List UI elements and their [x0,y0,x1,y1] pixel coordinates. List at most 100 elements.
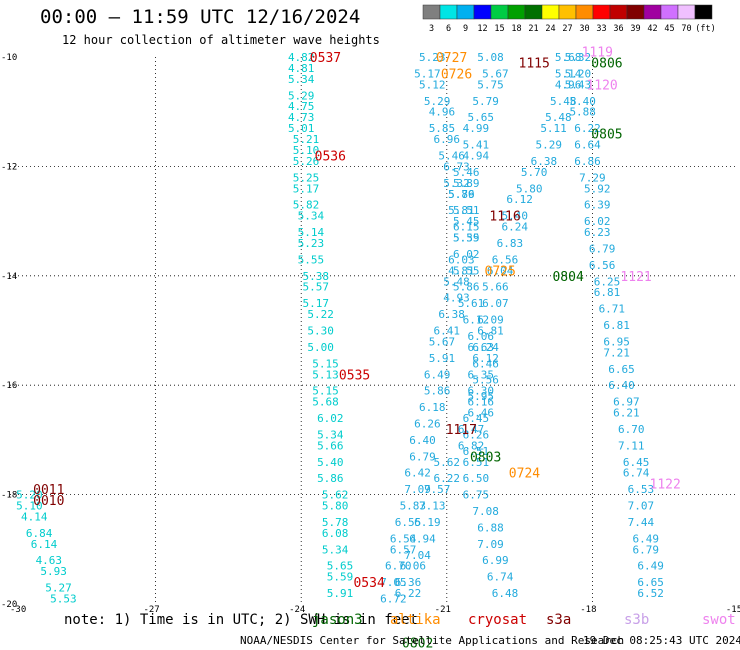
swh-value-label: 6.02 [453,248,480,261]
swh-value-label: 4.96 [555,78,582,91]
swh-value-label: 7.09 [477,538,504,551]
swh-value-label: 5.48 [545,111,572,124]
swh-value-label: 5.65 [468,111,495,124]
swh-value-label: 6.46 [472,357,499,370]
pass-time-label: 0011 [33,483,64,498]
swh-value-label: 6.51 [463,456,490,469]
colorbar-label: (ft) [695,24,715,34]
y-tick-label: -20 [1,600,17,610]
colorbar-label: 12 [477,24,487,34]
colorbar-label: 24 [545,24,555,34]
pass-time-label: 1121 [620,270,651,285]
swh-value-label: 5.21 [293,133,320,146]
swh-value-label: 5.89 [453,177,480,190]
swh-value-label: 6.46 [468,407,495,420]
colorbar-label: 27 [562,24,572,34]
swh-value-label: 4.63 [36,554,63,567]
swh-value-label: 5.29 [424,95,451,108]
swh-value-label: 7.29 [579,171,606,184]
swh-value-label: 6.97 [613,396,640,409]
swh-value-label: 5.79 [472,95,499,108]
swh-value-label: 5.68 [555,51,582,64]
colorbar-swatch [660,4,679,20]
swh-value-label: 7.44 [628,516,655,529]
swh-value-label: 6.65 [637,576,664,589]
swh-value-label: 5.83 [400,500,427,513]
swh-value-label: 4.75 [288,100,315,113]
swh-value-label: 5.85 [429,122,456,135]
swh-value-label: 6.47 [458,423,485,436]
swh-value-label: 6.39 [584,199,611,212]
swh-value-label: 6.06 [400,560,427,573]
swh-value-label: 5.00 [307,341,334,354]
swh-value-label: 5.91 [327,587,354,600]
swh-value-label: 5.65 [327,560,354,573]
swh-value-label: 5.80 [322,500,349,513]
swh-value-label: 6.79 [633,543,660,556]
swh-value-label: 5.62 [434,456,461,469]
colorbar-swatch [507,4,526,20]
swh-value-label: 5.93 [40,565,67,578]
pass-time-label: 0537 [310,51,341,66]
swh-value-label: 6.25 [594,275,621,288]
swh-value-label: 4.96 [429,106,456,119]
swh-value-label: 5.57 [303,281,330,294]
swh-value-label: 6.48 [492,587,519,600]
swh-value-label: 6.70 [618,423,645,436]
colorbar-label: 9 [463,24,468,34]
swh-value-label: 5.48 [550,95,577,108]
swh-value-label: 6.79 [409,450,436,463]
colorbar-swatch [677,4,696,20]
swh-value-label: 5.55 [298,253,325,266]
data-layer: 4.824.815.345.294.754.735.015.215.105.26… [16,46,681,650]
colorbar-label: 15 [494,24,504,34]
x-tick-label: -18 [580,605,596,615]
swh-value-label: 6.12 [463,314,490,327]
swh-value-label: 5.32 [565,51,592,64]
swh-value-label: 6.21 [613,407,640,420]
swh-value-label: 5.62 [322,489,349,502]
colorbar-swatch [473,4,492,20]
swh-value-label: 5.34 [317,428,344,441]
swh-value-label: 6.12 [472,352,499,365]
swh-value-label: 6.26 [414,417,441,430]
swh-value-label: 7.11 [618,439,645,452]
swh-value-label: 5.40 [569,95,596,108]
swh-value-label: 5.11 [540,122,567,135]
pass-time-label: 0536 [315,149,346,164]
swh-value-label: 5.59 [327,571,354,584]
swh-value-label: 5.30 [307,325,334,338]
swh-value-label: 6.12 [506,193,533,206]
swh-value-label: 5.48 [443,275,470,288]
swh-value-label: 6.88 [477,521,504,534]
swh-value-label: 4.81 [288,62,315,75]
swh-value-label: 4.81 [448,264,475,277]
colorbar-swatch [524,4,543,20]
pass-time-label: 1116 [489,210,520,225]
swh-value-label: 5.56 [472,374,499,387]
pass-time-label: 0802 [402,636,433,650]
swh-value-label: 5.61 [458,297,485,310]
swh-value-label: 5.15 [312,357,339,370]
swh-value-label: 7.57 [424,483,451,496]
swh-value-label: 4.82 [288,51,315,64]
swh-value-label: 6.56 [492,253,519,266]
swh-value-label: 5.23 [298,237,325,250]
grid [10,57,738,604]
swh-value-label: 6.57 [390,543,417,556]
colorbar-swatch [422,4,441,20]
legend-note: note: 1) Time is in UTC; 2) SWH is in fe… [64,612,419,628]
swh-value-label: 5.82 [293,199,320,212]
y-tick-label: -16 [1,381,17,391]
swh-value-label: 4.14 [21,510,48,523]
colorbar-swatch [541,4,560,20]
colorbar-swatch [575,4,594,20]
x-tick-label: -15 [726,605,740,615]
swh-value-label: 6.56 [589,259,616,272]
y-tick-label: -14 [1,272,17,282]
swh-value-label: 6.95 [603,335,630,348]
swh-value-label: 5.66 [317,439,344,452]
swh-value-label: 6.51 [463,445,490,458]
swh-value-label: 6.99 [482,554,509,567]
